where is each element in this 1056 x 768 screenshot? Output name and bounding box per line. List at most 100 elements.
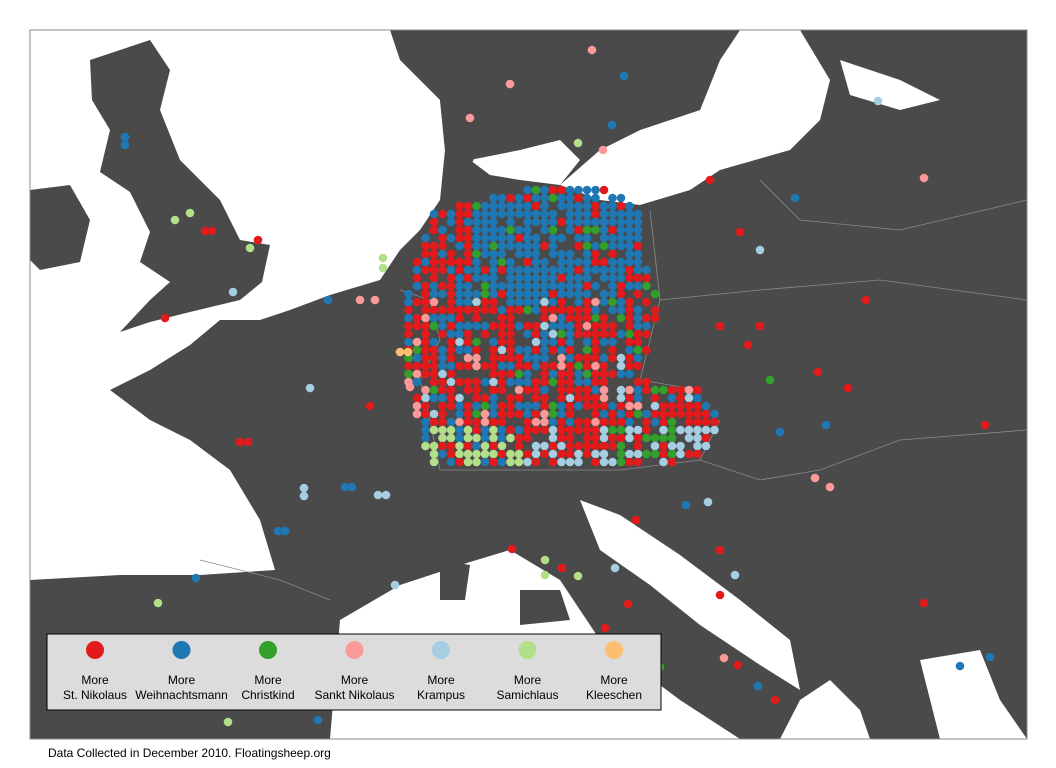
map-dot (463, 433, 473, 443)
map-dot (557, 313, 566, 323)
map-dot (463, 457, 473, 467)
map-dot (642, 281, 651, 291)
map-dot (514, 353, 524, 363)
map-dot (565, 329, 575, 339)
map-dot (625, 233, 634, 243)
map-dot (480, 433, 490, 443)
map-dot (429, 457, 439, 467)
map-dot (616, 265, 626, 275)
map-dot (412, 369, 422, 379)
map-dot (429, 249, 439, 259)
map-dot (599, 353, 609, 363)
map-dot (514, 265, 524, 275)
map-dot (463, 289, 473, 299)
legend-label: Christkind (241, 688, 294, 702)
legend-swatch (259, 641, 277, 659)
map-dot (743, 340, 753, 350)
map-dot (582, 193, 592, 203)
map-dot (650, 385, 660, 395)
map-dot (506, 425, 515, 435)
map-dot (480, 281, 490, 291)
map-dot (455, 345, 464, 355)
legend-label: St. Nikolaus (63, 688, 127, 702)
map-dot (438, 281, 447, 291)
map-dot (557, 233, 566, 243)
map-dot (633, 241, 643, 251)
map-dot (574, 385, 583, 395)
map-dot (429, 281, 439, 291)
map-dot (531, 185, 541, 195)
map-dot (705, 175, 715, 185)
map-dot (540, 570, 550, 580)
map-dot (480, 305, 490, 315)
map-dot (598, 145, 608, 155)
map-dot (710, 417, 719, 427)
map-dot (340, 482, 350, 492)
map-dot (421, 249, 430, 259)
map-dot (573, 571, 583, 581)
map-dot (599, 217, 609, 227)
map-dot (540, 337, 549, 347)
map-dot (531, 233, 541, 243)
map-dot (455, 289, 464, 299)
map-dot (404, 313, 413, 323)
map-dot (463, 409, 473, 419)
map-dot (557, 257, 566, 267)
map-dot (599, 433, 609, 443)
map-dot (472, 249, 481, 259)
map-dot (540, 193, 549, 203)
map-dot (616, 449, 626, 459)
map-dot (582, 337, 592, 347)
map-dot (557, 563, 567, 573)
map-dot (489, 377, 498, 387)
map-dot (582, 401, 592, 411)
map-dot (548, 217, 558, 227)
map-dot (582, 201, 592, 211)
map-dot (625, 369, 634, 379)
map-dot (421, 425, 430, 435)
map-dot (438, 377, 447, 387)
map-dot (608, 353, 617, 363)
map-dot (591, 305, 600, 315)
map-dot (919, 598, 929, 608)
map-dot (616, 193, 626, 203)
map-dot (280, 526, 290, 536)
map-dot (574, 377, 583, 387)
map-dot (548, 305, 558, 315)
map-dot (540, 401, 549, 411)
map-dot (861, 295, 871, 305)
map-dot (438, 345, 447, 355)
map-dot (463, 425, 473, 435)
map-dot (557, 449, 566, 459)
map-dot (693, 393, 702, 403)
map-dot (497, 457, 507, 467)
map-dot (540, 305, 549, 315)
map-dot (625, 225, 634, 235)
map-dot (693, 409, 702, 419)
map-dot (599, 313, 609, 323)
map-dot (623, 599, 633, 609)
map-dot (404, 305, 413, 315)
map-dot (681, 500, 691, 510)
map-dot (472, 265, 481, 275)
map-dot (523, 321, 532, 331)
map-dot (625, 257, 634, 267)
map-dot (616, 361, 626, 371)
map-dot (608, 217, 617, 227)
map-dot (574, 209, 583, 219)
map-dot (438, 361, 447, 371)
map-dot (472, 233, 481, 243)
map-dot (438, 401, 447, 411)
legend-label: Kleeschen (586, 688, 642, 702)
map-dot (565, 377, 575, 387)
map-dot (480, 401, 490, 411)
map-dot (703, 497, 713, 507)
map-dot (480, 297, 490, 307)
map-dot (548, 369, 558, 379)
map-dot (775, 427, 785, 437)
map-dot (506, 353, 515, 363)
map-dot (523, 193, 532, 203)
map-dot (540, 555, 550, 565)
map-dot (642, 385, 651, 395)
map-dot (608, 249, 617, 259)
